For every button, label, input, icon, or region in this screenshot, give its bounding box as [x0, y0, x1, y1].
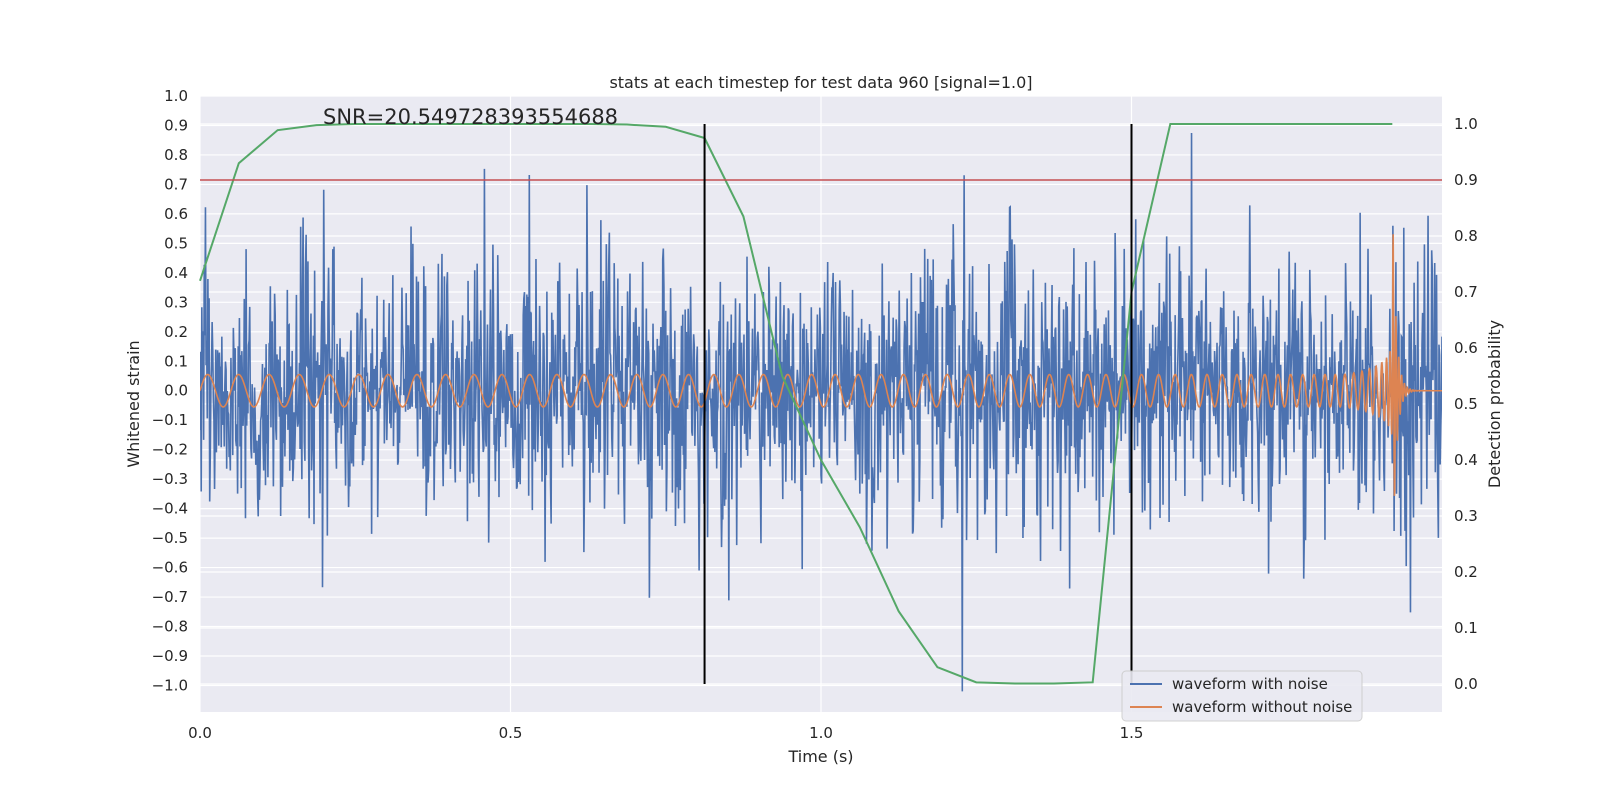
y2-tick-label: 0.0 — [1454, 675, 1478, 693]
x-tick-label: 1.5 — [1120, 724, 1144, 742]
y-tick-label: −0.9 — [152, 647, 188, 665]
y2-tick-label: 0.4 — [1454, 451, 1478, 469]
y-tick-label: −0.3 — [152, 470, 188, 488]
y2-tick-label: 0.8 — [1454, 227, 1478, 245]
y-tick-label: −0.2 — [152, 441, 188, 459]
y-tick-label: 0.2 — [164, 323, 188, 341]
y2-tick-label: 0.1 — [1454, 619, 1478, 637]
legend-label-clean: waveform without noise — [1172, 698, 1352, 716]
series-waveform-without-noise — [200, 234, 1442, 496]
legend-box — [1121, 670, 1363, 722]
y2-tick-labels: 1.0 0.9 0.8 0.7 0.6 0.5 0.4 0.3 0.2 0.1 0.0 — [1454, 115, 1478, 693]
y2-tick-label: 0.9 — [1454, 171, 1478, 189]
legend-label-noise: waveform with noise — [1172, 675, 1328, 693]
y-tick-label: 0.4 — [164, 264, 188, 282]
y-tick-label: 0.8 — [164, 146, 188, 164]
y-tick-label: −0.4 — [152, 500, 188, 518]
series-waveform-with-noise — [200, 132, 1442, 692]
y-tick-label: 0.5 — [164, 234, 188, 252]
x-tick-label: 0.5 — [499, 724, 523, 742]
y-tick-label: 0.9 — [164, 116, 188, 134]
y-tick-labels: 1.0 0.9 0.8 0.7 0.6 0.5 0.4 0.3 0.2 0.1 0.0 −0.1 −0.… — [152, 87, 188, 694]
y2-tick-label: 0.6 — [1454, 339, 1478, 357]
y2-tick-label: 1.0 — [1454, 115, 1478, 133]
y-tick-label: −0.5 — [152, 529, 188, 547]
y-axis-label: Whitened strain — [124, 340, 143, 467]
y-tick-label: −1.0 — [152, 676, 188, 694]
x-tick-labels: 0.0 0.5 1.0 1.5 — [188, 724, 1143, 742]
x-tick-label: 1.0 — [809, 724, 833, 742]
y-tick-label: 0.6 — [164, 205, 188, 223]
y2-axis-label: Detection probability — [1485, 320, 1504, 488]
y-tick-label: 0.3 — [164, 293, 188, 311]
y2-tick-label: 0.5 — [1454, 395, 1478, 413]
y2-tick-label: 0.7 — [1454, 283, 1478, 301]
y-tick-label: 0.7 — [164, 175, 188, 193]
y-tick-label: −0.7 — [152, 588, 188, 606]
series-layer — [200, 132, 1442, 692]
y-tick-label: 0.1 — [164, 352, 188, 370]
y-tick-label: −0.1 — [152, 411, 188, 429]
series-detection-probability — [199, 123, 1393, 685]
y2-tick-label: 0.3 — [1454, 507, 1478, 525]
snr-annotation: SNR=20.549728393554688 — [323, 105, 618, 129]
x-axis-label: Time (s) — [787, 747, 853, 766]
y-tick-label: 1.0 — [164, 87, 188, 105]
y2-tick-label: 0.2 — [1454, 563, 1478, 581]
overlays-layer — [199, 123, 1442, 685]
legend: waveform with noise waveform without noi… — [1121, 670, 1363, 722]
chart-title: stats at each timestep for test data 960… — [609, 73, 1032, 92]
y-tick-label: 0.0 — [164, 382, 188, 400]
y-tick-label: −0.8 — [152, 618, 188, 636]
y-tick-label: −0.6 — [152, 559, 188, 577]
x-tick-label: 0.0 — [188, 724, 212, 742]
